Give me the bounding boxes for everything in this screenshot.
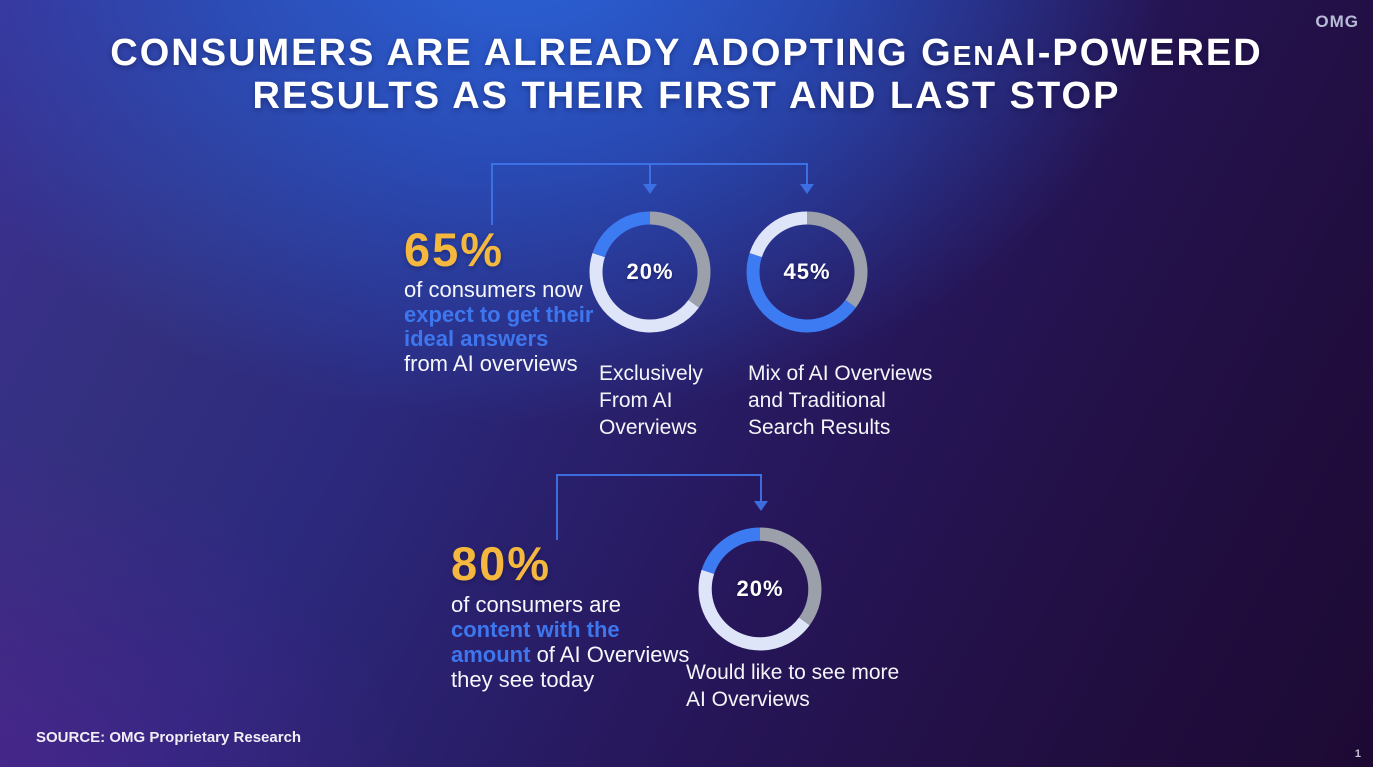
- stat-80-desc-line-2: content with the: [451, 617, 620, 642]
- stat-80-block: 80% of consumers are content with the am…: [451, 540, 689, 692]
- stat-80-desc-line-4: they see today: [451, 667, 595, 692]
- title-line-2: Results as their first and last stop: [252, 75, 1121, 117]
- stat-65-desc-line-4: from AI overviews: [404, 350, 578, 376]
- connector-line-vertical-stat-2: [556, 474, 558, 540]
- donut-ring: [589, 211, 711, 333]
- connector-line-vertical-stat-1: [491, 163, 493, 225]
- stat-65-desc-line-3: ideal answers: [404, 326, 549, 351]
- donut-segment-mix-of-ai-and-traditional: [589, 211, 711, 333]
- slide-title: Consumers are already adopting GenAI-pow…: [0, 33, 1373, 116]
- donut-value-label: 20%: [626, 259, 674, 284]
- donut-caption-mix: Mix of AI Overviews and Traditional Sear…: [748, 362, 933, 439]
- stat-65-value: 65%: [404, 223, 505, 276]
- donut-segment-exclusively-from-ai-overviews: [589, 211, 711, 333]
- donut-chart-mix: 45%: [746, 211, 868, 333]
- donut-chart-exclusively-ai: 20%: [589, 211, 711, 333]
- arrow-down-icon: [754, 501, 768, 511]
- title-line-1: Consumers are already adopting GenAI-pow…: [110, 32, 1263, 74]
- donut-segment-exclusively-from-ai-overviews: [746, 211, 868, 333]
- stat-65-description: of consumers now expect to get their ide…: [404, 277, 594, 376]
- stat-65-desc-line-1: of consumers now: [404, 277, 583, 302]
- donut-segment-content-with-amount-b: [698, 527, 822, 651]
- donut-ring: [746, 211, 868, 333]
- stat-80-description: of consumers are content with the amount…: [451, 592, 689, 692]
- donut-segment-would-like-to-see-more: [698, 527, 822, 651]
- donut-chart-see-more: 20%: [698, 527, 822, 651]
- stat-80-desc-line-1: of consumers are: [451, 592, 621, 617]
- connector-line-drop-donut-3: [760, 474, 762, 502]
- stat-65-desc-line-2: expect to get their: [404, 301, 594, 327]
- donut-segment-mix-of-ai-and-traditional: [746, 211, 868, 333]
- source-note: SOURCE: OMG Proprietary Research: [36, 729, 302, 746]
- page-number: 1: [1354, 748, 1361, 760]
- omg-logo: OMG: [1315, 12, 1359, 31]
- donut-caption-exclusively-ai: Exclusively From AI Overviews: [599, 362, 703, 439]
- stat-65-block: 65% of consumers now expect to get their…: [404, 226, 593, 376]
- title-smallcaps: en: [952, 40, 996, 71]
- donut-caption-see-more: Would like to see more AI Overviews: [686, 661, 900, 711]
- connector-line-drop-donut-1: [649, 163, 651, 185]
- arrow-down-icon: [800, 184, 814, 194]
- connector-line-horizontal-2: [556, 474, 762, 476]
- donut-value-label: 20%: [736, 576, 784, 601]
- arrow-down-icon: [643, 184, 657, 194]
- stat-80-desc-line-3: amount of AI Overviews: [451, 642, 690, 667]
- stat-80-value: 80%: [451, 537, 552, 590]
- donut-ring: [698, 527, 822, 651]
- connector-line-drop-donut-2: [806, 163, 808, 185]
- stat-80-desc-highlight: amount: [451, 642, 531, 667]
- donut-value-label: 45%: [783, 259, 831, 284]
